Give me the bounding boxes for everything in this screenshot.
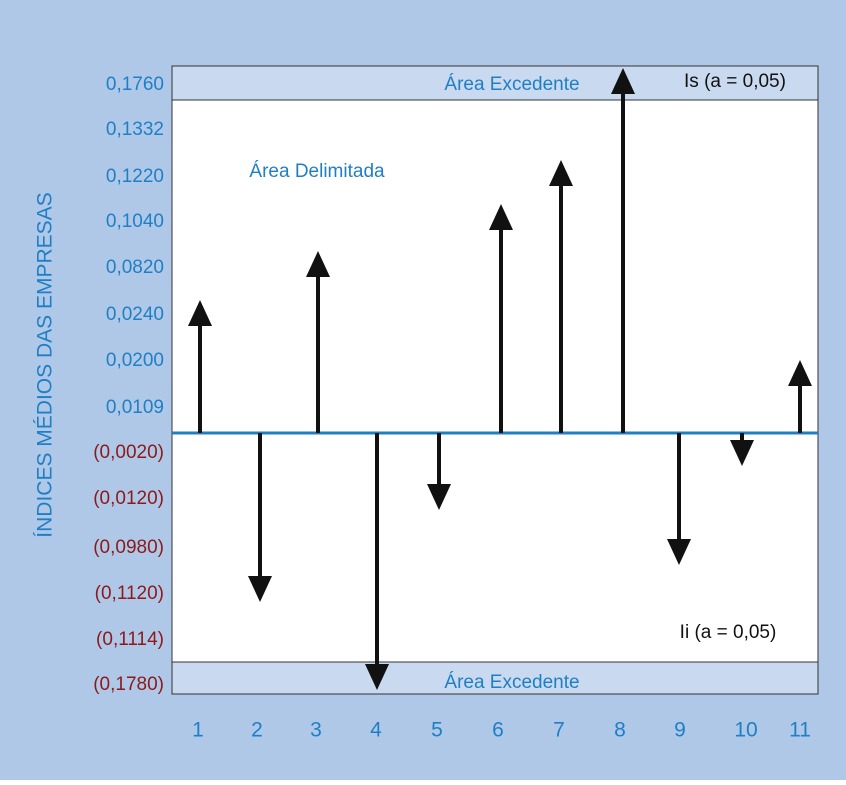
x-label: 10	[734, 719, 757, 742]
x-label: 3	[310, 719, 322, 742]
lower-band	[171, 661, 819, 695]
y-label: 0,0200	[106, 350, 164, 371]
lower-band-label: Área Excedente	[444, 672, 579, 693]
arrow-head	[667, 539, 691, 565]
arrow-head	[489, 204, 513, 230]
x-label: 11	[789, 719, 811, 742]
x-label: 1	[192, 719, 204, 742]
y-label: 0,1040	[106, 211, 164, 232]
y-label: (0,1114)	[96, 629, 164, 650]
arrow-head	[306, 251, 330, 277]
arrows	[188, 68, 812, 690]
arrow-head	[427, 484, 451, 510]
x-label: 2	[251, 719, 263, 742]
upper-limit-label: Is (a = 0,05)	[684, 71, 786, 92]
y-label: (0,1780)	[93, 674, 164, 695]
x-label: 4	[370, 719, 382, 742]
lower-limit-label: Ii (a = 0,05)	[680, 622, 777, 643]
x-label: 9	[674, 719, 686, 742]
y-label: (0,0120)	[93, 488, 164, 509]
region-label: Área Delimitada	[249, 161, 385, 182]
y-label: 0,1220	[106, 166, 164, 187]
upper-band-label: Área Excedente	[444, 74, 579, 95]
y-label: (0,0980)	[93, 537, 164, 558]
axis-title: ÍNDICES MÉDIOS DAS EMPRESAS	[34, 192, 57, 537]
arrow-head	[788, 360, 812, 386]
x-label: 7	[553, 719, 565, 742]
y-label: (0,0020)	[93, 442, 164, 463]
y-label: 0,1332	[106, 119, 164, 140]
y-label: (0,1120)	[95, 583, 164, 604]
arrow-head	[611, 68, 635, 94]
arrow-head	[549, 160, 573, 186]
plot-area	[171, 65, 819, 695]
arrow-head	[365, 664, 389, 690]
arrow-head	[730, 440, 754, 466]
x-label: 8	[614, 719, 626, 742]
x-label: 5	[431, 719, 443, 742]
y-label: 0,0109	[106, 397, 164, 418]
y-label: 0,1760	[106, 74, 164, 95]
y-label: 0,0820	[106, 257, 164, 278]
y-label: 0,0240	[106, 304, 164, 325]
arrow-head	[248, 576, 272, 602]
arrow-head	[188, 300, 212, 326]
upper-band	[171, 65, 819, 101]
x-label: 6	[492, 719, 504, 742]
